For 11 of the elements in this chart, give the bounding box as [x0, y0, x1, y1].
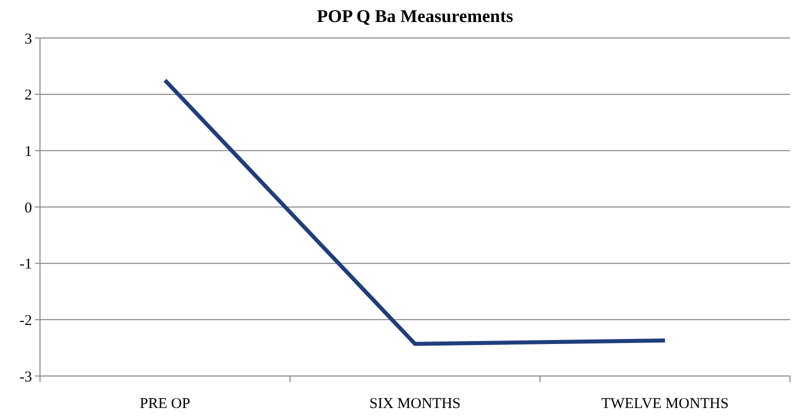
y-tick-label: -3 [20, 369, 32, 386]
chart-title: POP Q Ba Measurements [316, 6, 514, 26]
y-tick-label: -2 [20, 312, 32, 329]
x-tick-label: SIX MONTHS [369, 396, 461, 412]
y-tick-label: 2 [24, 88, 32, 104]
x-tick-label: TWELVE MONTHS [601, 396, 729, 412]
y-tick-label: 3 [24, 31, 32, 48]
y-tick-label: 1 [24, 144, 32, 160]
y-tick-label: -1 [20, 256, 32, 273]
y-tick-label: 0 [24, 200, 32, 216]
x-tick-label: PRE OP [140, 396, 190, 412]
